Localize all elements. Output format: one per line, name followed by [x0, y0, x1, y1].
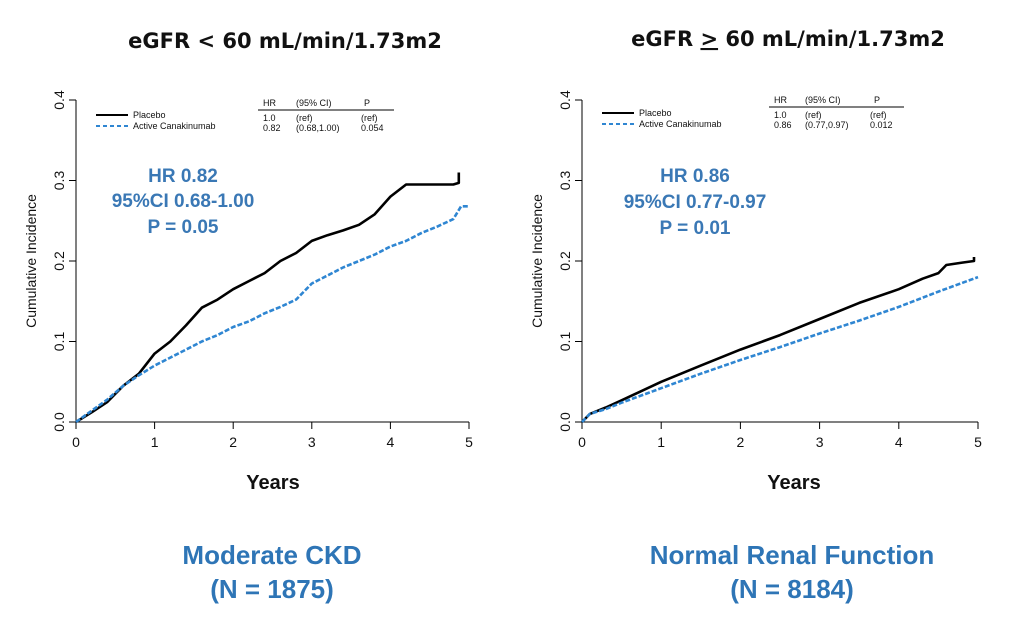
table-header-ci: (95% CI) [805, 95, 841, 105]
y-tick-label: 0.0 [51, 412, 67, 432]
legend: Placebo Active Canakinumab [602, 108, 722, 129]
annotation-hr: HR 0.82 [148, 166, 218, 187]
table-cell: (0.68,1.00) [296, 123, 340, 133]
legend-label-active: Active Canakinumab [639, 119, 722, 129]
x-tick-label: 0 [578, 434, 586, 450]
series-line-active [75, 205, 469, 424]
caption-count: (N = 1875) [210, 574, 334, 604]
ticks-group: 0 1 2 3 4 5 0.0 0.1 0.2 0.3 0.4 [51, 90, 473, 450]
legend-label-placebo: Placebo [639, 108, 672, 118]
annotation-hr: HR 0.86 [660, 166, 730, 187]
series-line-placebo [581, 257, 976, 423]
legend-label-placebo: Placebo [133, 110, 166, 120]
ticks-group: 0 1 2 3 4 5 0.0 0.1 0.2 0.3 0.4 [557, 90, 982, 450]
y-tick-label: 0.1 [557, 332, 573, 352]
table-cell: 1.0 [774, 110, 787, 120]
caption-title: Moderate CKD [182, 540, 361, 570]
y-tick-label: 0.4 [51, 90, 67, 110]
x-tick-label: 3 [816, 434, 824, 450]
chart-title: eGFR < 60 mL/min/1.73m2 [128, 29, 442, 53]
x-tick-label: 0 [72, 434, 80, 450]
table-header-ci: (95% CI) [296, 98, 332, 108]
series-line-placebo [75, 172, 461, 424]
hr-table: HR (95% CI) P 1.0 (ref) (ref) 0.86 (0.77… [769, 95, 904, 130]
table-cell: 0.82 [263, 123, 281, 133]
x-tick-label: 4 [387, 434, 395, 450]
chart-title: eGFR > 60 mL/min/1.73m2 [631, 27, 945, 51]
annotation-p: P = 0.01 [660, 218, 731, 239]
chart-normal-renal: eGFR > 60 mL/min/1.73m2 0 1 2 3 4 50.00.10.20… [529, 27, 982, 604]
caption-title: Normal Renal Function [650, 540, 935, 570]
hr-annotation: HR 0.86 95%CI 0.77-0.97 P = 0.01 [624, 166, 767, 239]
chart-moderate-ckd: eGFR < 60 mL/min/1.73m2 0 1 2 3 4 50.00.10.20… [23, 29, 473, 604]
table-cell: (ref) [296, 113, 313, 123]
hr-table: HR (95% CI) P 1.0 (ref) (ref) 0.82 (0.68… [258, 98, 394, 133]
annotation-ci: 95%CI 0.77-0.97 [624, 192, 767, 213]
table-cell: (ref) [870, 110, 887, 120]
annotation-ci: 95%CI 0.68-1.00 [112, 191, 255, 212]
table-header-hr: HR [263, 98, 276, 108]
series-group [75, 172, 469, 424]
caption-count: (N = 8184) [730, 574, 854, 604]
y-tick-label: 0.2 [51, 251, 67, 271]
table-cell: 0.054 [361, 123, 384, 133]
y-axis-label: Cumulative Incidence [529, 194, 545, 328]
x-tick-label: 5 [465, 434, 473, 450]
y-tick-label: 0.3 [557, 171, 573, 191]
y-tick-label: 0.4 [557, 90, 573, 110]
x-tick-label: 2 [737, 434, 745, 450]
legend-label-active: Active Canakinumab [133, 121, 216, 131]
x-tick-label: 4 [895, 434, 903, 450]
table-cell: 0.012 [870, 120, 893, 130]
y-tick-label: 0.1 [51, 332, 67, 352]
hr-annotation: HR 0.82 95%CI 0.68-1.00 P = 0.05 [112, 166, 255, 238]
table-cell: 1.0 [263, 113, 276, 123]
y-tick-label: 0.0 [557, 412, 573, 432]
x-axis-label: Years [246, 472, 299, 494]
table-header-hr: HR [774, 95, 787, 105]
y-tick-label: 0.3 [51, 171, 67, 191]
series-group [581, 257, 979, 423]
legend: Placebo Active Canakinumab [96, 110, 216, 131]
table-header-p: P [874, 95, 880, 105]
x-tick-label: 3 [308, 434, 316, 450]
x-axis-label: Years [767, 472, 820, 494]
annotation-p: P = 0.05 [148, 217, 219, 238]
table-cell: (ref) [805, 110, 822, 120]
series-line-active [581, 275, 979, 423]
y-tick-label: 0.2 [557, 251, 573, 271]
y-axis-label: Cumulative Incidence [23, 194, 39, 328]
table-cell: 0.86 [774, 120, 792, 130]
x-tick-label: 5 [974, 434, 982, 450]
table-cell: (ref) [361, 113, 378, 123]
table-cell: (0.77,0.97) [805, 120, 849, 130]
table-header-p: P [364, 98, 370, 108]
x-tick-label: 2 [229, 434, 237, 450]
panel-normal-renal: eGFR > 60 mL/min/1.73m2 0 1 2 3 4 5 0.0 0.1 0.2 0… [506, 0, 1012, 630]
x-tick-label: 1 [151, 434, 159, 450]
x-tick-label: 1 [657, 434, 665, 450]
panel-moderate-ckd: eGFR < 60 mL/min/1.73m2 0 1 2 3 4 5 0.0 0.1 0.2 0… [23, 29, 473, 604]
